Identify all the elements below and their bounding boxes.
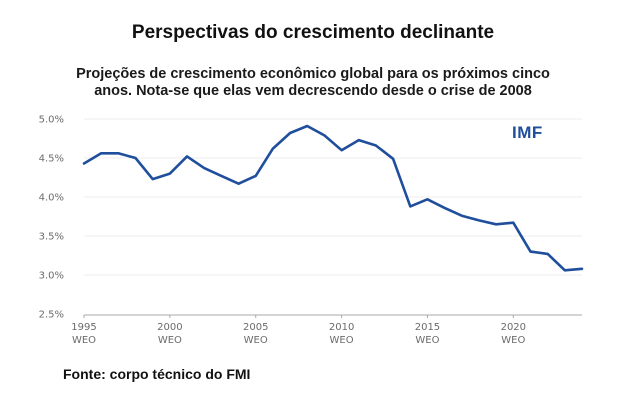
x-tick-sublabel: WEO bbox=[330, 335, 354, 346]
imf-logo: IMF bbox=[512, 123, 543, 142]
source-note: Fonte: corpo técnico do FMI bbox=[63, 366, 251, 382]
y-tick-label: 3.5% bbox=[39, 232, 64, 243]
y-tick-label: 2.5% bbox=[39, 310, 64, 321]
y-tick-label: 5.0% bbox=[39, 115, 64, 126]
x-tick-sublabel: WEO bbox=[415, 335, 439, 346]
x-tick-label: 1995 bbox=[71, 322, 96, 333]
x-tick-sublabel: WEO bbox=[72, 335, 96, 346]
x-tick-label: 2015 bbox=[415, 322, 440, 333]
y-tick-label: 4.0% bbox=[39, 193, 64, 204]
x-tick-sublabel: WEO bbox=[158, 335, 182, 346]
series-lines bbox=[82, 124, 584, 272]
chart-subtitle: Projeções de crescimento econômico globa… bbox=[0, 66, 626, 100]
x-tick-label: 2020 bbox=[501, 322, 526, 333]
x-tick-label: 2000 bbox=[157, 322, 182, 333]
gridlines bbox=[84, 118, 582, 276]
page-title: Perspectivas do crescimento declinante bbox=[131, 22, 495, 43]
subtitle-line-1: Projeções de crescimento econômico globa… bbox=[76, 66, 550, 82]
y-tick-label: 3.0% bbox=[39, 271, 64, 282]
x-tick-sublabel: WEO bbox=[501, 335, 525, 346]
subtitle-line-2: anos. Nota-se que elas vem decrescendo d… bbox=[94, 83, 532, 99]
x-axis: 1995 WEO 2000 WEO 2005 WEO 2010 WEO 2015 WEO 2020 W… bbox=[71, 314, 582, 346]
series-line bbox=[82, 124, 584, 272]
x-tick-sublabel: WEO bbox=[244, 335, 268, 346]
y-axis-ticks: 5.0% 4.5% 4.0% 3.5% 3.0% 2.5% bbox=[39, 115, 64, 321]
y-tick-label: 4.5% bbox=[39, 154, 64, 165]
x-tick-label: 2005 bbox=[243, 322, 268, 333]
x-tick-label: 2010 bbox=[329, 322, 354, 333]
